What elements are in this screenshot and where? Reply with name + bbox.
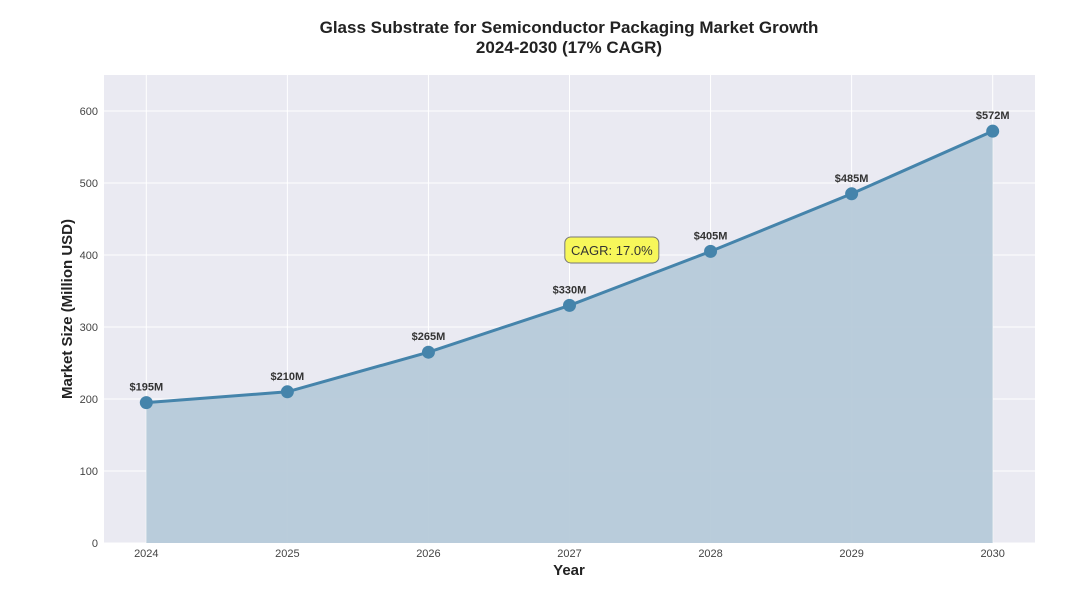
data-point (845, 187, 859, 201)
data-label: $572M (976, 110, 1010, 122)
chart-subtitle: 2024-2030 (17% CAGR) (476, 38, 662, 57)
y-tick-label: 100 (80, 466, 98, 478)
x-tick-label: 2024 (134, 548, 158, 560)
y-tick-label: 300 (80, 322, 98, 334)
data-point (563, 298, 576, 312)
data-label: $210M (271, 371, 305, 383)
data-label: $485M (835, 173, 869, 185)
data-label: $405M (694, 230, 728, 242)
x-tick-label: 2026 (416, 548, 440, 560)
data-point (280, 385, 294, 399)
data-point (704, 244, 718, 258)
x-tick-label: 2030 (980, 548, 1004, 560)
x-axis-label: Year (553, 562, 585, 579)
y-tick-label: 0 (92, 538, 98, 550)
cagr-annotation-text: CAGR: 17.0% (571, 243, 653, 258)
data-point (139, 396, 153, 410)
data-label: $195M (129, 382, 163, 394)
chart-title: Glass Substrate for Semiconductor Packag… (320, 18, 819, 37)
cagr-annotation-box (564, 236, 660, 264)
x-tick-label: 2025 (275, 548, 299, 560)
x-tick-label: 2027 (557, 548, 581, 560)
data-point (421, 345, 435, 359)
data-label: $330M (553, 284, 587, 296)
y-tick-label: 600 (80, 106, 98, 118)
y-tick-label: 200 (80, 394, 98, 406)
area-fill (146, 131, 993, 543)
y-tick-label: 400 (80, 250, 98, 262)
x-tick-label: 2028 (698, 548, 722, 560)
y-axis-label: Market Size (Million USD) (59, 219, 76, 399)
x-tick-label: 2029 (839, 548, 863, 560)
y-tick-label: 500 (80, 178, 98, 190)
data-label: $265M (412, 331, 446, 343)
data-point (986, 124, 1000, 138)
